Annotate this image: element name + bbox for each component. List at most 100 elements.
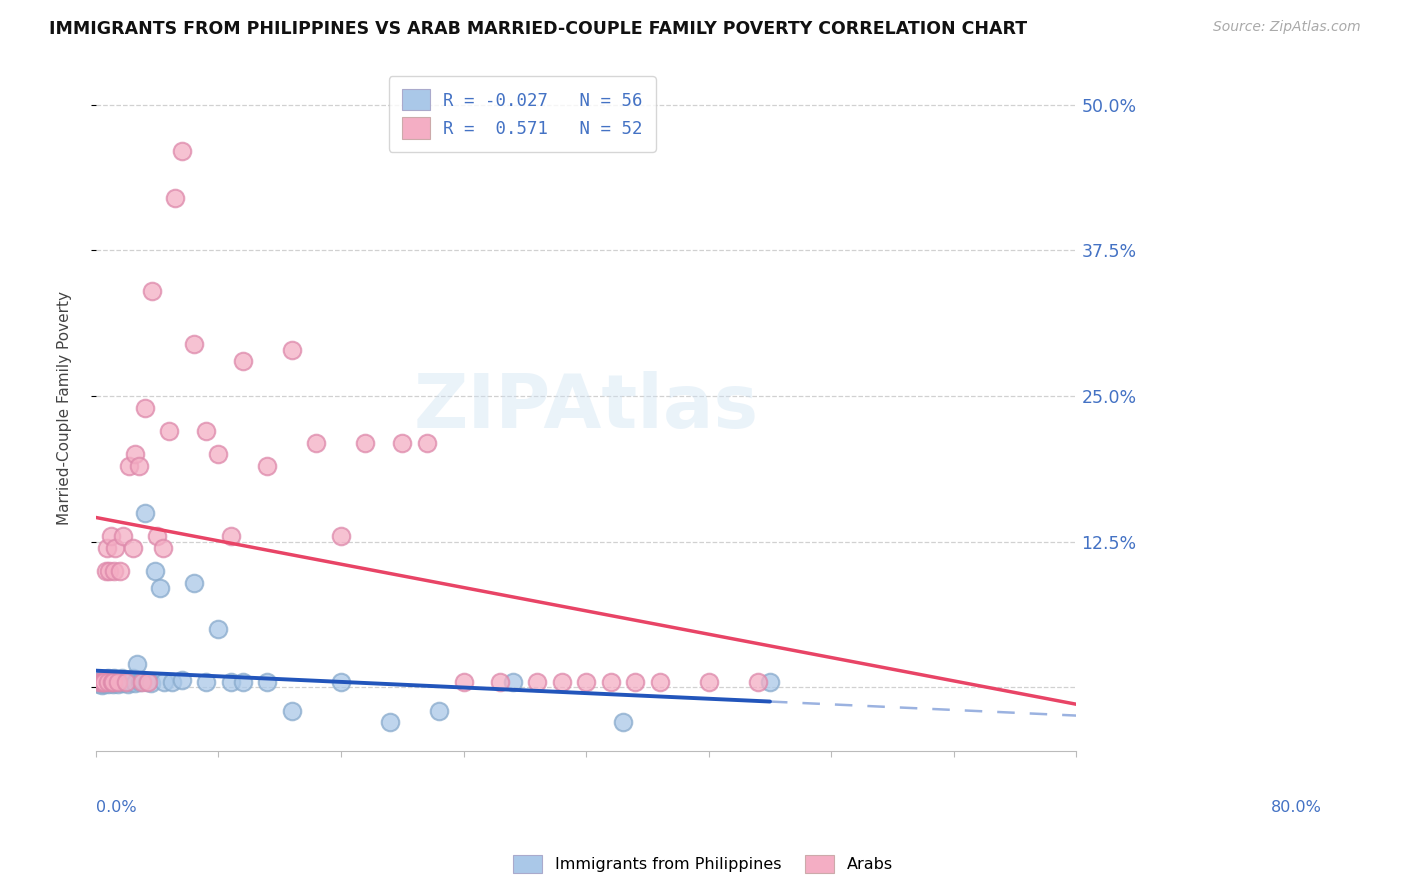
- Point: [281, 704, 304, 718]
- Point: [91, 674, 114, 689]
- Text: Source: ZipAtlas.com: Source: ZipAtlas.com: [1213, 20, 1361, 34]
- Point: [96, 541, 118, 555]
- Point: [391, 435, 413, 450]
- Point: [131, 674, 153, 689]
- Point: [489, 674, 512, 689]
- Point: [232, 354, 254, 368]
- Point: [97, 671, 120, 685]
- Point: [138, 674, 160, 689]
- Point: [612, 715, 634, 730]
- Point: [101, 677, 124, 691]
- Point: [139, 675, 162, 690]
- Point: [129, 674, 152, 689]
- Point: [416, 435, 439, 450]
- Point: [256, 674, 278, 689]
- Point: [207, 622, 229, 636]
- Text: 80.0%: 80.0%: [1271, 799, 1322, 814]
- Point: [502, 674, 524, 689]
- Point: [97, 674, 120, 689]
- Point: [110, 671, 132, 685]
- Point: [87, 674, 110, 689]
- Point: [146, 529, 169, 543]
- Point: [195, 424, 218, 438]
- Point: [207, 447, 229, 461]
- Point: [219, 674, 242, 689]
- Point: [100, 529, 122, 543]
- Point: [97, 677, 120, 691]
- Point: [89, 674, 111, 689]
- Point: [90, 678, 112, 692]
- Point: [165, 191, 187, 205]
- Point: [90, 674, 112, 689]
- Point: [115, 674, 138, 689]
- Point: [94, 674, 117, 689]
- Point: [108, 673, 131, 688]
- Point: [183, 575, 205, 590]
- Point: [256, 458, 278, 473]
- Point: [153, 674, 176, 689]
- Text: ZIPAtlas: ZIPAtlas: [413, 371, 759, 444]
- Point: [453, 674, 475, 689]
- Point: [329, 674, 352, 689]
- Point: [104, 541, 127, 555]
- Point: [115, 673, 138, 688]
- Y-axis label: Married-Couple Family Poverty: Married-Couple Family Poverty: [58, 291, 72, 524]
- Point: [127, 657, 149, 672]
- Point: [101, 674, 124, 689]
- Point: [98, 564, 121, 578]
- Point: [103, 564, 125, 578]
- Point: [110, 564, 132, 578]
- Point: [427, 704, 450, 718]
- Point: [148, 582, 170, 596]
- Point: [124, 675, 146, 690]
- Point: [103, 671, 125, 685]
- Point: [111, 529, 134, 543]
- Point: [90, 673, 112, 688]
- Point: [91, 675, 114, 690]
- Text: IMMIGRANTS FROM PHILIPPINES VS ARAB MARRIED-COUPLE FAMILY POVERTY CORRELATION CH: IMMIGRANTS FROM PHILIPPINES VS ARAB MARR…: [49, 20, 1028, 37]
- Point: [624, 674, 647, 689]
- Point: [94, 564, 117, 578]
- Point: [100, 673, 122, 688]
- Point: [131, 673, 153, 688]
- Point: [111, 675, 134, 690]
- Point: [118, 458, 141, 473]
- Point: [134, 401, 156, 415]
- Point: [170, 673, 193, 688]
- Point: [124, 447, 146, 461]
- Point: [100, 674, 122, 689]
- Point: [136, 674, 159, 689]
- Point: [747, 674, 769, 689]
- Point: [104, 675, 127, 690]
- Point: [157, 424, 180, 438]
- Point: [117, 677, 139, 691]
- Point: [152, 541, 174, 555]
- Text: 0.0%: 0.0%: [96, 799, 136, 814]
- Point: [120, 674, 142, 689]
- Point: [107, 674, 129, 689]
- Point: [90, 675, 112, 690]
- Point: [354, 435, 377, 450]
- Point: [134, 506, 156, 520]
- Point: [98, 674, 121, 689]
- Point: [141, 285, 163, 299]
- Legend: R = -0.027   N = 56, R =  0.571   N = 52: R = -0.027 N = 56, R = 0.571 N = 52: [388, 76, 657, 152]
- Point: [759, 674, 782, 689]
- Point: [219, 529, 242, 543]
- Point: [648, 674, 671, 689]
- Point: [160, 674, 183, 689]
- Point: [599, 674, 621, 689]
- Point: [105, 674, 128, 689]
- Point: [170, 145, 193, 159]
- Point: [550, 674, 572, 689]
- Point: [232, 674, 254, 689]
- Point: [575, 674, 598, 689]
- Point: [378, 715, 401, 730]
- Legend: Immigrants from Philippines, Arabs: Immigrants from Philippines, Arabs: [506, 848, 900, 880]
- Point: [93, 674, 115, 689]
- Point: [329, 529, 352, 543]
- Point: [121, 541, 143, 555]
- Point: [93, 677, 115, 691]
- Point: [93, 674, 115, 689]
- Point: [100, 675, 122, 690]
